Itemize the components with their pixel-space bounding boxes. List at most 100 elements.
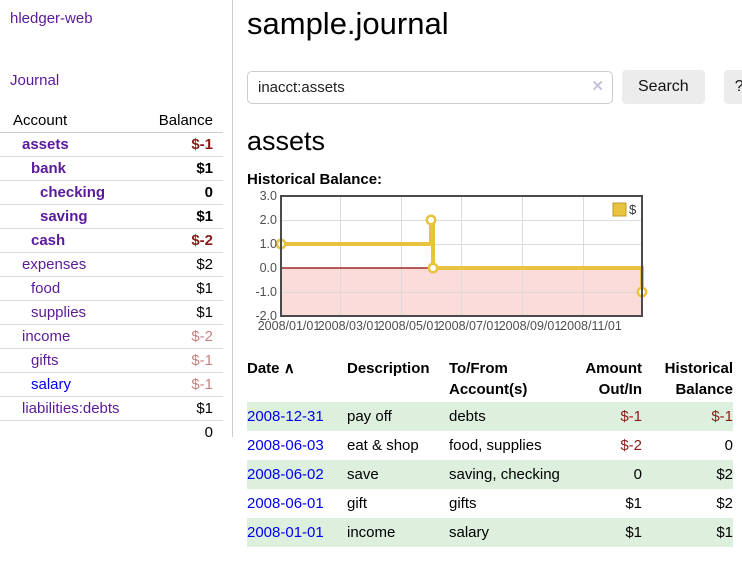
sidebar-item-journal[interactable]: Journal [10, 72, 60, 89]
sort-ascending-icon: ∧ [283, 360, 295, 377]
account-row: bank $1 [0, 156, 223, 181]
transaction-row: 2008-01-01 income salary $1 $1 [247, 518, 733, 547]
x-tick: 2008/07/01 [438, 319, 501, 333]
balance-header-line2: Balance [675, 381, 733, 398]
search-button[interactable]: Search [622, 70, 705, 104]
account-row: gifts $-1 [0, 348, 223, 373]
accounts-total-row: 0 [0, 420, 223, 444]
transaction-description: eat & shop [347, 437, 419, 454]
page-title: sample.journal [247, 6, 449, 41]
chart-x-axis: 2008/01/01 2008/03/01 2008/05/01 2008/07… [258, 319, 622, 333]
account-link-assets[interactable]: assets [22, 136, 69, 153]
register-header-amount: Amount Out/In [561, 356, 642, 402]
account-balance: $1 [145, 300, 223, 325]
transaction-row: 2008-06-02 save saving, checking 0 $2 [247, 460, 733, 489]
transaction-date-link[interactable]: 2008-06-02 [247, 466, 324, 483]
transaction-row: 2008-12-31 pay off debts $-1 $-1 [247, 402, 733, 431]
account-row: supplies $1 [0, 300, 223, 325]
transaction-balance: $-1 [642, 402, 733, 431]
account-link-saving[interactable]: saving [40, 208, 88, 225]
transaction-accounts: salary [449, 518, 561, 547]
transaction-accounts: saving, checking [449, 460, 561, 489]
x-tick: 2008/03/01 [318, 319, 381, 333]
account-link-bank[interactable]: bank [31, 160, 67, 177]
transaction-date-link[interactable]: 2008-12-31 [247, 408, 324, 425]
y-tick: 3.0 [260, 189, 277, 203]
account-link-income[interactable]: income [22, 328, 71, 345]
account-balance: $1 [145, 396, 223, 421]
register-header-description: Description [347, 360, 430, 377]
date-header-label: Date [247, 360, 280, 377]
x-tick: 2008/11/01 [560, 319, 622, 333]
transaction-balance: 0 [724, 437, 733, 454]
account-row: assets $-1 [0, 132, 223, 157]
transaction-row: 2008-06-01 gift gifts $1 $2 [247, 489, 733, 518]
account-link-expenses[interactable]: expenses [22, 256, 87, 273]
accounts-table: Account Balance assets $-1 bank $1 check… [0, 110, 223, 444]
account-balance: $1 [145, 204, 223, 229]
transaction-balance: $1 [642, 518, 733, 547]
transaction-description: pay off [347, 402, 449, 431]
register-table: Date ∧ Description To/From Account(s) Am… [247, 356, 733, 547]
transaction-accounts: food, supplies [449, 437, 542, 454]
register-header-row: Date ∧ Description To/From Account(s) Am… [247, 356, 733, 402]
account-link-liabilities-debts[interactable]: liabilities:debts [22, 400, 120, 417]
account-row: liabilities:debts $1 [0, 396, 223, 421]
account-link-gifts[interactable]: gifts [31, 352, 59, 369]
account-row: salary $-1 [0, 372, 223, 397]
account-balance: $-1 [145, 132, 223, 157]
account-balance: 0 [145, 180, 223, 205]
account-link-salary[interactable]: salary [31, 376, 72, 393]
y-tick: 1.0 [260, 237, 277, 251]
transaction-date-link[interactable]: 2008-01-01 [247, 524, 324, 541]
app-title-link[interactable]: hledger-web [10, 10, 93, 27]
account-balance: $2 [145, 252, 223, 277]
account-row: cash $-2 [0, 228, 223, 253]
balance-header-line1: Historical [664, 360, 733, 377]
legend-swatch-icon [612, 202, 627, 217]
account-link-checking[interactable]: checking [40, 184, 106, 201]
account-row: food $1 [0, 276, 223, 301]
y-tick: -2.0 [255, 309, 277, 323]
search-form: ✕ Search ? [247, 70, 742, 104]
transaction-amount: $-1 [561, 402, 642, 431]
account-row: expenses $2 [0, 252, 223, 277]
account-link-cash[interactable]: cash [31, 232, 66, 249]
register-header-date[interactable]: Date ∧ [247, 356, 347, 402]
transaction-date-link[interactable]: 2008-06-01 [247, 495, 324, 512]
accounts-header-line1: To/From [449, 360, 508, 377]
account-link-supplies[interactable]: supplies [31, 304, 87, 321]
accounts-header-balance: Balance [145, 110, 223, 133]
transaction-accounts: gifts [449, 495, 477, 512]
amount-header-line1: Amount [585, 360, 642, 377]
account-link-food[interactable]: food [31, 280, 61, 297]
transaction-amount: 0 [561, 460, 642, 489]
transaction-description: save [347, 460, 449, 489]
search-input-wrap: ✕ [247, 70, 613, 104]
chart-legend: $ [612, 202, 637, 217]
transaction-date-link[interactable]: 2008-06-03 [247, 437, 324, 454]
legend-label: $ [629, 202, 637, 217]
account-balance: $-2 [145, 228, 223, 253]
transaction-balance: $2 [716, 495, 733, 512]
transaction-description: income [347, 518, 449, 547]
transaction-row: 2008-06-03 eat & shop food, supplies $-2… [247, 431, 733, 460]
accounts-header-account: Account [0, 110, 146, 133]
main-content: sample.journal ✕ Search ? assets Histori… [233, 0, 742, 582]
amount-header-line2: Out/In [598, 381, 642, 398]
account-row: saving $1 [0, 204, 223, 229]
transaction-amount: $1 [561, 518, 642, 547]
y-tick: 0.0 [260, 261, 277, 275]
register-header-accounts: To/From Account(s) [449, 356, 561, 402]
chart-title: Historical Balance: [247, 171, 383, 188]
search-input[interactable] [247, 70, 613, 104]
account-balance: $1 [145, 276, 223, 301]
account-heading: assets [247, 126, 326, 156]
x-tick: 2008/01/01 [258, 319, 321, 333]
chart-border [280, 195, 643, 317]
search-help-button[interactable]: ? [723, 70, 742, 104]
account-balance: $-1 [145, 372, 223, 397]
historical-balance-chart: $ 3.0 2.0 1.0 0.0 -1.0 -2.0 2008/01/01 2… [255, 189, 648, 333]
clear-search-icon[interactable]: ✕ [591, 77, 604, 95]
